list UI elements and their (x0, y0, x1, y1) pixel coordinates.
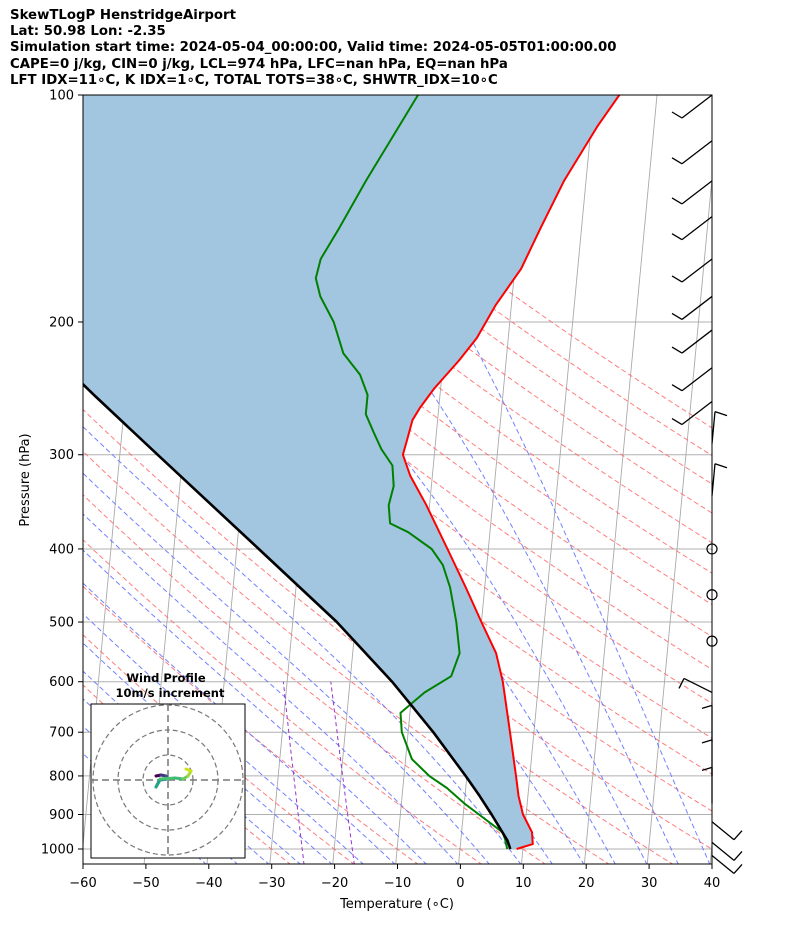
wind-barb-flag (714, 411, 728, 417)
x-tick-label: −30 (258, 876, 285, 891)
dry-adiabat-line (83, 450, 610, 864)
isotherm-line (521, 95, 595, 864)
wind-barb-flag (671, 417, 683, 426)
y-tick-label: 700 (49, 726, 74, 741)
wind-barb-staff (681, 329, 713, 354)
dry-adiabat-line (83, 634, 355, 864)
wind-barbs (671, 94, 743, 874)
inset-title: Wind Profile (126, 671, 206, 685)
axes: −60 −50 −40 −30 −20 −10 0 10 20 30 40 100 200 300 400 5… (41, 89, 720, 892)
y-tick-label: 200 (49, 315, 74, 330)
dry-adiabat-line (83, 494, 546, 864)
moist-adiabat-line (166, 95, 679, 864)
wind-barb-staff (681, 216, 713, 241)
moist-adiabat-line (83, 132, 648, 864)
dry-adiabat-line (83, 539, 483, 864)
wind-barb-flag (671, 346, 683, 354)
parcel-profile-line (83, 382, 512, 850)
moist-adiabat-line (83, 642, 333, 864)
wind-barb-staff (681, 258, 713, 283)
x-axis-label: Temperature (∘C) (339, 897, 454, 912)
wind-barb-staff (711, 841, 735, 861)
y-tick-label: 800 (49, 769, 74, 784)
wind-barb-flag (733, 850, 743, 861)
x-tick-label: −60 (69, 876, 96, 891)
moist-adiabat-line (83, 426, 522, 864)
y-axis-label: Pressure (hPa) (18, 433, 33, 526)
wind-barb-flag (733, 830, 743, 841)
y-tick-label: 900 (49, 808, 74, 823)
x-tick-label: 20 (578, 876, 595, 891)
wind-barb-staff (711, 854, 735, 874)
wind-barb-flag (671, 233, 683, 241)
wind-barb-flag (733, 864, 743, 874)
moist-adiabat-line (83, 549, 427, 864)
moist-adiabat-line (83, 582, 396, 864)
temperature-line (401, 95, 621, 850)
mixing-ratio-line (282, 681, 305, 864)
cape-cin-fill-area (83, 95, 620, 849)
wind-barb-flag (671, 312, 683, 321)
x-tick-label: 0 (456, 876, 464, 891)
wind-barb-flag (678, 678, 685, 689)
wind-barb-staff (681, 140, 713, 165)
isotherm-line (709, 839, 712, 864)
wind-barb-flag (671, 157, 683, 165)
chart-title-block: SkewTLogP HenstridgeAirport Lat: 50.98 L… (10, 8, 617, 89)
moist-adiabat-line (83, 472, 490, 864)
wind-barb-flag (714, 463, 728, 469)
x-tick-label: −40 (195, 876, 222, 891)
profile-lines (83, 95, 621, 850)
dewpoint-line (314, 95, 509, 850)
hodograph-segment (158, 776, 177, 781)
x-tick-label: −10 (384, 876, 411, 891)
wind-barb-flag (671, 197, 683, 205)
x-tick-label: 10 (515, 876, 532, 891)
y-tick-label: 1000 (41, 843, 74, 858)
cin-shaded-area (83, 95, 620, 849)
wind-profile-inset: Wind Profile 10m/s increment (90, 671, 246, 859)
dry-adiabat-line (83, 585, 419, 864)
isotherm-line (583, 95, 658, 864)
hodograph-segment (184, 767, 193, 773)
location-coordinates: Lat: 50.98 Lon: -2.35 (10, 24, 166, 40)
x-tick-label: −50 (132, 876, 159, 891)
stability-indices: LFT IDX=11∘C, K IDX=1∘C, TOTAL TOTS=38∘C… (10, 72, 498, 88)
moist-adiabat-line (309, 95, 711, 864)
wind-barb-staff (681, 180, 713, 205)
y-tick-label: 400 (49, 542, 74, 557)
isotherm-line (646, 174, 712, 864)
mixing-ratio-line (330, 681, 355, 864)
isotherm-line (773, 95, 794, 865)
wind-barb-staff (681, 94, 713, 119)
y-tick-label: 100 (49, 89, 74, 104)
wind-barb-flag (701, 766, 713, 772)
wind-barb-staff (711, 821, 735, 841)
y-tick-label: 500 (49, 616, 74, 631)
wind-barb-flag (671, 111, 683, 119)
wind-barb-staff (681, 401, 713, 426)
wind-barb-flag (671, 384, 683, 392)
y-tick-label: 300 (49, 448, 74, 463)
stability-parameters: CAPE=0 j/kg, CIN=0 j/kg, LCL=974 hPa, LF… (10, 56, 508, 72)
chart-title: SkewTLogP HenstridgeAirport (10, 8, 236, 23)
wind-barb-flag (701, 704, 713, 710)
inset-subtitle: 10m/s increment (116, 686, 225, 700)
dry-adiabat-line (158, 95, 712, 514)
moist-adiabat-line (83, 513, 459, 864)
simulation-times: Simulation start time: 2024-05-04_00:00:… (10, 40, 617, 56)
dry-adiabat-line (126, 95, 712, 544)
wind-barb-flag (671, 275, 683, 283)
dry-adiabat-line (256, 95, 712, 429)
wind-barb-staff (681, 295, 713, 320)
x-tick-label: 40 (704, 876, 721, 891)
moist-adiabat-line (83, 613, 364, 864)
x-tick-label: 30 (641, 876, 658, 891)
wind-barb-flag (701, 739, 713, 744)
wind-barb-staff (681, 367, 713, 392)
y-tick-label: 600 (49, 675, 74, 690)
wind-barb-staff (683, 677, 713, 694)
x-tick-label: −20 (321, 876, 348, 891)
